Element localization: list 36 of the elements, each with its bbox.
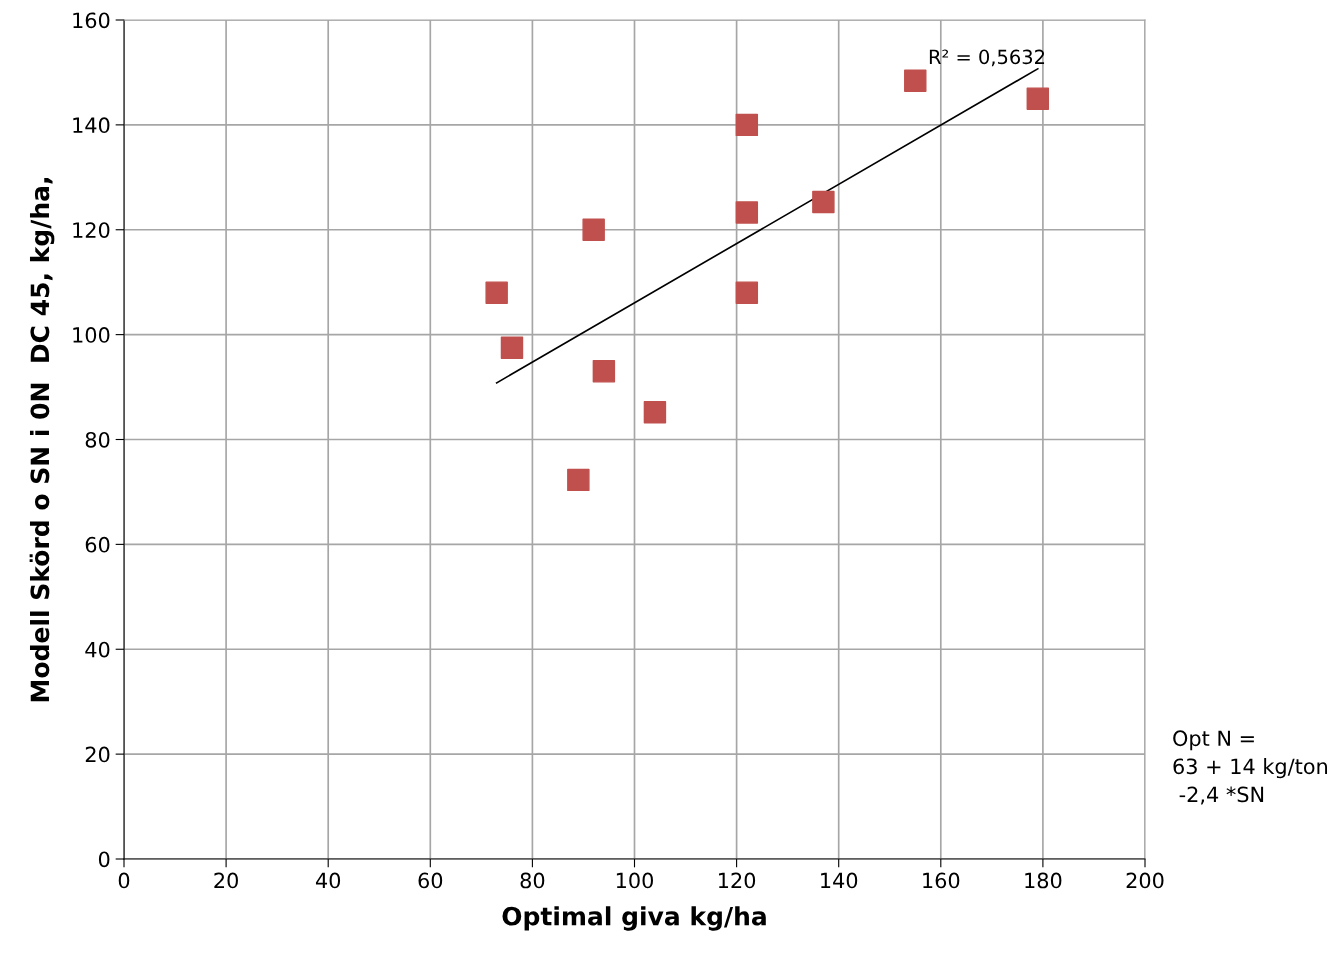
point [1026,87,1050,110]
y-tick-label: 100 [73,327,110,343]
point [643,401,667,424]
point [904,69,927,93]
y-tick-label: 20 [85,746,110,763]
point [500,336,524,359]
x-axis-title: Optimal giva kg/ha [502,906,766,931]
x-tick-label: 180 [1025,872,1062,889]
x-tick-label: 100 [616,872,653,889]
y-tick-label: 120 [73,222,110,238]
x-tick-label: 200 [1126,872,1164,889]
y-tick-label: 0 [98,851,110,868]
point [592,360,616,383]
y-axis-title: Modell Skörd o SN i 0N DC 45, kg/ha, [29,178,55,702]
text: Opt N = 63 + 14 kg/ton -2,4 *SN [1173,730,1327,805]
point [582,218,605,241]
point [567,468,590,492]
x-tick-label: 120 [719,872,756,889]
y-tick-label: 160 [73,12,110,29]
x-tick-label: 160 [923,872,960,889]
x-tick-label: 40 [315,872,341,889]
annotation: R² = 0,5632 [929,49,1045,67]
point [735,201,759,224]
x-tick-label: 20 [214,872,238,889]
y-tick-label: 80 [85,431,110,448]
x-tick-label: 60 [418,872,443,889]
y-tick-label: 140 [73,117,110,134]
x-tick-label: 80 [520,872,545,889]
point [485,281,508,304]
y-tick-label: 40 [85,641,110,658]
x-tick-label: 140 [821,872,858,889]
y-tick-label: 60 [85,536,110,553]
point [735,113,759,137]
x-tick-label: 0 [118,872,130,889]
point [812,190,835,214]
point [735,281,759,304]
